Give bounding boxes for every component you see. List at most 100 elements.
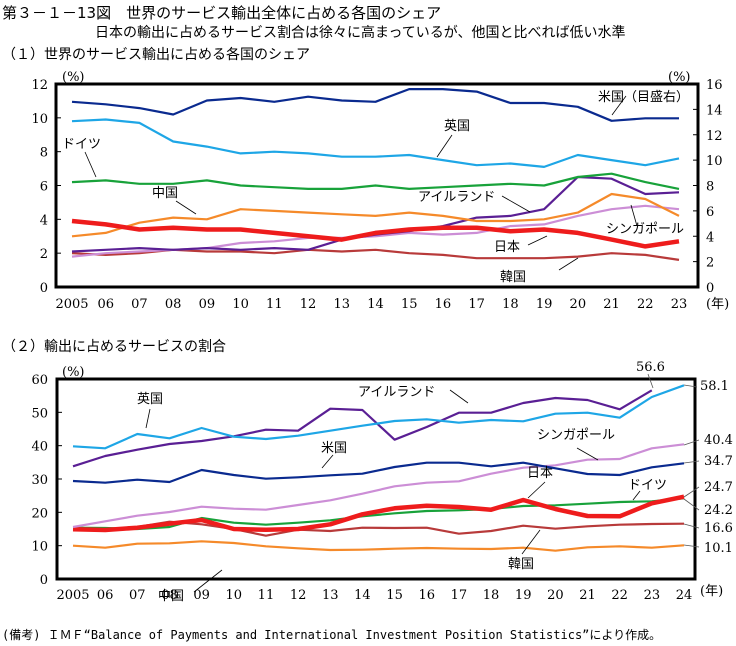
chart1-series-line-0	[71, 87, 679, 122]
chart2-xtick-label: 19	[515, 588, 532, 603]
chart1-xtick-label: 19	[536, 297, 553, 312]
chart2-end-label: 58.1	[700, 379, 729, 394]
chart1-xtick-label: 15	[401, 297, 418, 312]
chart1-xtick-label: 21	[603, 297, 620, 312]
chart2-xtick-label: 11	[258, 588, 275, 603]
chart2-xtick-label: 17	[451, 588, 468, 603]
chart1-annotation-label: 英国	[444, 119, 470, 134]
chart1-annotation-label: 日本	[494, 240, 520, 255]
chart2-annotation-label: シンガポール	[537, 428, 615, 443]
chart1-ytick-right-label: 6	[706, 205, 714, 220]
chart1-title: （１）世界のサービス輸出に占める各国のシェア	[2, 47, 310, 63]
chart2-end-label-leader	[683, 439, 700, 446]
chart2-ytick-label: 10	[31, 540, 48, 555]
chart1-series-line-4	[71, 218, 680, 249]
chart1-ylabel: (%)	[62, 70, 85, 85]
chart2-end-label: 24.2	[704, 503, 733, 518]
chart2-series-line-0	[72, 384, 685, 450]
chart1-ytick-label: 8	[40, 146, 48, 161]
chart2-annotation-arrow	[527, 481, 546, 499]
chart2-end-label: 40.4	[704, 433, 733, 448]
chart2-end-label-leader	[647, 373, 654, 389]
chart2-end-label: 56.6	[636, 360, 665, 375]
chart2-xtick-label: 15	[386, 588, 403, 603]
chart1-annotation-label: シンガポール	[606, 222, 684, 237]
chart2-xtick-label: 16	[418, 588, 435, 603]
chart2-annotation-label: 米国	[321, 441, 347, 456]
chart2-annotation-arrow	[576, 447, 599, 461]
chart2-annotation-arrow	[321, 454, 334, 469]
chart1-xtick-label: 12	[300, 297, 317, 312]
chart1-xtick-label: 07	[131, 297, 148, 312]
chart2-xlabel: (年)	[700, 584, 723, 599]
chart2-series-line-5	[72, 497, 685, 531]
chart2-end-label: 16.6	[704, 521, 733, 536]
chart2-xtick-label: 08	[161, 588, 178, 603]
chart1-xlabel: (年)	[706, 297, 729, 312]
chart1-xtick-label: 13	[334, 297, 351, 312]
chart2-xtick-label: 2005	[56, 588, 89, 603]
chart1-xtick-label: 16	[435, 297, 452, 312]
chart1-xtick-label: 10	[232, 297, 249, 312]
chart1-xtick-label: 09	[199, 297, 216, 312]
chart2-end-label: 34.7	[704, 454, 733, 469]
chart1-ytick-right-label: 10	[706, 154, 723, 169]
chart2-annotation-label: 中国	[158, 589, 184, 604]
figure-subtitle: 日本の輸出に占めるサービス割合は徐々に高まっているが、他国と比べれば低い水準	[95, 25, 626, 41]
chart1-ytick-right-label: 2	[706, 256, 714, 271]
chart1-ytick-right-label: 16	[706, 78, 723, 93]
chart1-xtick-label: 22	[637, 297, 654, 312]
chart1-xtick-label: 06	[97, 297, 114, 312]
chart2-annotation-label: 韓国	[508, 557, 534, 572]
chart2-series-line-3	[72, 461, 685, 484]
chart2-end-label: 24.7	[704, 480, 733, 495]
chart2-annotation-label: 英国	[137, 392, 163, 407]
chart2-annotation-label: 日本	[527, 466, 553, 481]
chart2-series-line-7	[72, 540, 685, 552]
chart2-ytick-label: 40	[31, 440, 48, 455]
chart1-annotation-arrow	[84, 151, 97, 178]
source-note: (備考) ＩＭＦ“Balance of Payments and Interna…	[2, 628, 662, 642]
chart1-annotation-label: 米国（目盛右）	[598, 90, 689, 105]
chart1-annotation-arrow	[527, 235, 548, 246]
chart2-xtick-label: 10	[226, 588, 243, 603]
chart2-xtick-label: 14	[354, 588, 371, 603]
chart2-annotation-arrow	[145, 408, 151, 429]
chart1-xtick-label: 14	[367, 297, 384, 312]
chart2-ytick-label: 60	[31, 373, 48, 388]
chart1-ytick-right-label: 0	[706, 281, 714, 296]
chart2-xtick-label: 07	[129, 588, 146, 603]
chart2-annotation-label: アイルランド	[358, 385, 435, 400]
chart1-annotation-label: アイルランド	[418, 190, 495, 205]
chart2-annotation-label: ドイツ	[628, 478, 667, 493]
chart2-end-label-leader	[683, 544, 700, 548]
chart2-end-label-leader	[683, 384, 698, 388]
chart2-ytick-label: 0	[40, 573, 48, 588]
chart1-ytick-label: 2	[40, 247, 48, 262]
chart1-annotation-arrow	[611, 95, 627, 116]
chart2-end-label-leader	[683, 523, 700, 529]
chart2-xtick-label: 09	[193, 588, 210, 603]
chart1-annotation-label: 中国	[152, 186, 178, 201]
chart1-xtick-label: 2005	[55, 297, 88, 312]
chart2-annotation-arrow	[193, 569, 223, 593]
chart1-annotation-label: 韓国	[500, 270, 526, 285]
chart1-ytick-right-label: 12	[706, 129, 723, 144]
chart2-xtick-label: 21	[579, 588, 596, 603]
chart1-ytick-right-label: 4	[706, 230, 714, 245]
chart1-annotation-arrow	[501, 195, 531, 213]
chart1-annotation-arrow	[558, 257, 579, 271]
chart2-end-label: 10.1	[704, 541, 733, 556]
chart2-xtick-label: 22	[611, 588, 628, 603]
chart1-ytick-label: 12	[31, 78, 48, 93]
chart1-xtick-label: 23	[671, 297, 688, 312]
chart1-series-line-1	[71, 118, 680, 168]
chart2-end-label-leader	[683, 460, 700, 464]
chart1-xtick-label: 20	[570, 297, 587, 312]
chart1-annotation-label: ドイツ	[62, 137, 101, 152]
chart1-ylabel-right: (%)	[668, 70, 691, 85]
chart1-series-line-3	[71, 192, 680, 238]
chart2-xtick-label: 23	[644, 588, 661, 603]
chart1-ytick-right-label: 14	[706, 103, 723, 118]
